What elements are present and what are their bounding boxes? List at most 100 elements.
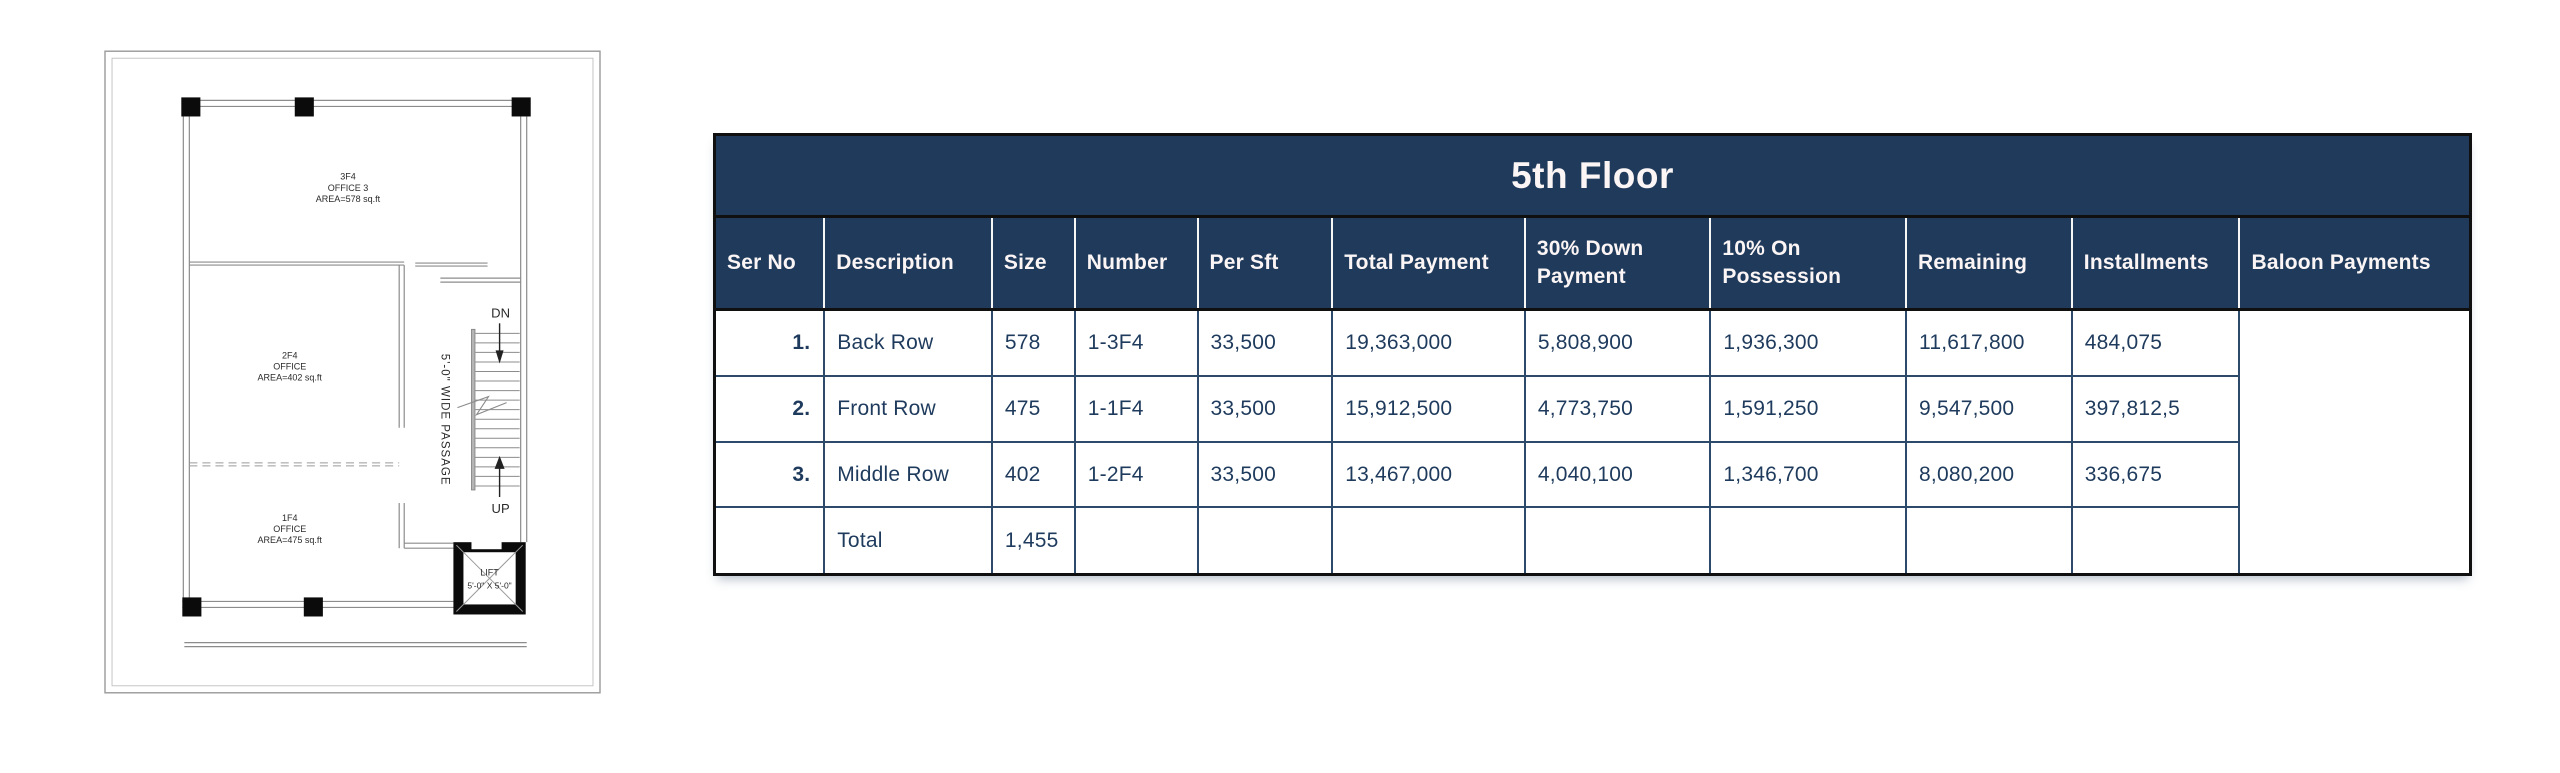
column-header-label: Description bbox=[836, 250, 954, 274]
cell-empty bbox=[1196, 506, 1334, 576]
column-header-label: Installments bbox=[2083, 250, 2209, 274]
column-header-size: Size bbox=[990, 216, 1075, 311]
column-header-label: 10% On Possession bbox=[1722, 236, 1842, 288]
svg-text:1F4: 1F4 bbox=[282, 513, 298, 523]
lift-door-opening bbox=[471, 539, 502, 550]
down-arrow bbox=[495, 323, 504, 364]
cell-size: 578 bbox=[990, 308, 1076, 377]
svg-text:AREA=402 sq.ft: AREA=402 sq.ft bbox=[258, 373, 323, 383]
svg-text:OFFICE: OFFICE bbox=[273, 524, 306, 534]
column-header-label: Number bbox=[1086, 250, 1168, 274]
cell-on-possession: 1,591,250 bbox=[1709, 375, 1908, 443]
column-header-label: 30% Down Payment bbox=[1536, 236, 1644, 288]
room-label-2f4: 2F4 OFFICE AREA=402 sq.ft bbox=[258, 350, 323, 382]
column-header-description: Description bbox=[823, 216, 992, 311]
cell-remaining: 11,617,800 bbox=[1905, 308, 2073, 377]
lift-label: LIFT bbox=[480, 567, 499, 577]
stairs: DN UP bbox=[457, 305, 520, 516]
cell-empty bbox=[1709, 506, 1908, 576]
passage-label: 5'-0" WIDE PASSAGE bbox=[438, 354, 450, 486]
svg-text:AREA=475 sq.ft: AREA=475 sq.ft bbox=[258, 535, 323, 545]
cell-ser-no bbox=[713, 506, 826, 576]
dn-label: DN bbox=[491, 305, 510, 320]
column-header-total-payment: Total Payment bbox=[1331, 216, 1525, 311]
cell-empty bbox=[2070, 506, 2241, 576]
table-total-row: Total 1,455 bbox=[713, 506, 2471, 576]
cell-description: Back Row bbox=[823, 308, 993, 377]
column-header-label: Total Payment bbox=[1344, 250, 1489, 274]
cell-remaining: 8,080,200 bbox=[1905, 441, 2073, 508]
column-header-label: Remaining bbox=[1918, 250, 2028, 274]
cell-number: 1-2F4 bbox=[1073, 441, 1199, 508]
cell-on-possession: 1,346,700 bbox=[1709, 441, 1908, 508]
cell-baloon-payments-merged bbox=[2238, 308, 2472, 576]
column-markers bbox=[181, 97, 531, 617]
cell-on-possession: 1,936,300 bbox=[1709, 308, 1908, 377]
cell-description: Middle Row bbox=[823, 441, 993, 508]
cell-empty bbox=[1523, 506, 1712, 576]
cell-down-payment: 5,808,900 bbox=[1523, 308, 1712, 377]
column-header-label: Baloon Payments bbox=[2251, 250, 2431, 274]
cell-empty bbox=[1331, 506, 1526, 576]
svg-text:OFFICE: OFFICE bbox=[273, 361, 306, 371]
cell-per-sft: 33,500 bbox=[1196, 375, 1334, 443]
cell-total-payment: 13,467,000 bbox=[1331, 441, 1526, 508]
column-marker bbox=[294, 97, 314, 117]
room-label-3f4: 3F4 OFFICE 3 AREA=578 sq.ft bbox=[316, 172, 381, 204]
column-header-ser-no: Ser No bbox=[714, 216, 825, 311]
cell-total-size: 1,455 bbox=[990, 506, 1076, 576]
column-header-down-payment: 30% Down Payment bbox=[1523, 216, 1711, 311]
svg-text:AREA=578 sq.ft: AREA=578 sq.ft bbox=[316, 194, 381, 204]
cell-ser-no: 1. bbox=[713, 308, 826, 377]
walls bbox=[182, 99, 528, 648]
floorplan-drawing: DN UP LIFT 5'-0" X 5'-0" 5'-0" WIDE PASS… bbox=[104, 50, 601, 694]
table-title: 5th Floor bbox=[714, 134, 2471, 218]
cell-empty bbox=[1073, 506, 1199, 576]
cell-total-payment: 19,363,000 bbox=[1331, 308, 1526, 377]
column-marker bbox=[182, 597, 202, 617]
cell-installments: 336,675 bbox=[2070, 441, 2241, 508]
up-arrow bbox=[494, 455, 505, 498]
cell-number: 1-3F4 bbox=[1073, 308, 1199, 377]
cell-per-sft: 33,500 bbox=[1196, 308, 1334, 377]
cell-empty bbox=[1905, 506, 2073, 576]
column-header-remaining: Remaining bbox=[1905, 216, 2072, 311]
column-header-per-sft: Per Sft bbox=[1196, 216, 1333, 311]
cell-installments: 397,812,5 bbox=[2070, 375, 2241, 443]
cell-per-sft: 33,500 bbox=[1196, 441, 1334, 508]
svg-text:3F4: 3F4 bbox=[340, 172, 356, 182]
stair-break-line bbox=[457, 395, 507, 416]
svg-text:OFFICE 3: OFFICE 3 bbox=[328, 183, 369, 193]
cell-ser-no: 3. bbox=[713, 441, 826, 508]
table-row: 3. Middle Row 402 1-2F4 33,500 13,467,00… bbox=[713, 441, 2471, 508]
cell-down-payment: 4,773,750 bbox=[1523, 375, 1712, 443]
dashed-room-divider bbox=[189, 462, 400, 467]
lift-size-label: 5'-0" X 5'-0" bbox=[467, 580, 511, 590]
floorplan: DN UP LIFT 5'-0" X 5'-0" 5'-0" WIDE PASS… bbox=[104, 50, 601, 694]
payment-table: 5th Floor Ser No Description Size Number… bbox=[713, 133, 2472, 576]
floorplan-frame bbox=[104, 50, 601, 694]
cell-ser-no: 2. bbox=[713, 375, 826, 443]
cell-total-payment: 15,912,500 bbox=[1331, 375, 1526, 443]
up-label: UP bbox=[492, 501, 510, 516]
column-marker bbox=[303, 597, 323, 617]
column-marker bbox=[511, 97, 531, 117]
column-header-baloon-payments: Baloon Payments bbox=[2238, 216, 2471, 311]
cell-down-payment: 4,040,100 bbox=[1523, 441, 1712, 508]
cell-remaining: 9,547,500 bbox=[1905, 375, 2073, 443]
column-header-number: Number bbox=[1073, 216, 1198, 311]
cell-size: 475 bbox=[990, 375, 1076, 443]
column-header-label: Size bbox=[1003, 250, 1047, 274]
cell-number: 1-1F4 bbox=[1073, 375, 1199, 443]
cell-size: 402 bbox=[990, 441, 1076, 508]
column-header-installments: Installments bbox=[2070, 216, 2240, 311]
column-header-label: Ser No bbox=[727, 250, 796, 274]
table-row: 2. Front Row 475 1-1F4 33,500 15,912,500… bbox=[713, 375, 2471, 443]
cell-installments: 484,075 bbox=[2070, 308, 2241, 377]
column-marker bbox=[181, 97, 201, 117]
room-label-1f4: 1F4 OFFICE AREA=475 sq.ft bbox=[258, 513, 323, 545]
column-header-label: Per Sft bbox=[1209, 250, 1279, 274]
cell-total-label: Total bbox=[823, 506, 993, 576]
table-title-row: 5th Floor bbox=[714, 134, 2471, 218]
table-header-row: Ser No Description Size Number Per Sft T… bbox=[714, 216, 2471, 311]
